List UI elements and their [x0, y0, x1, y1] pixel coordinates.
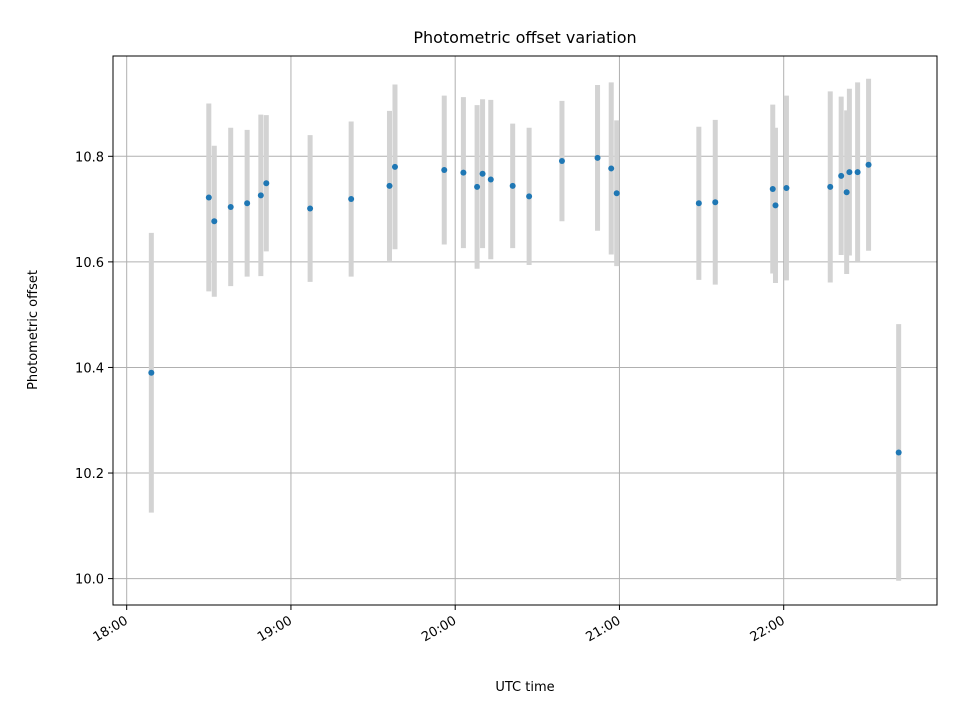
data-point — [391, 163, 398, 170]
data-point — [227, 203, 234, 210]
x-tick-label: 20:00 — [419, 613, 459, 645]
chart-title: Photometric offset variation — [413, 28, 636, 47]
y-tick-label: 10.2 — [75, 467, 104, 482]
data-point — [487, 176, 494, 183]
data-point — [695, 200, 702, 207]
data-point — [205, 194, 212, 201]
data-point — [846, 169, 853, 176]
data-point — [257, 192, 264, 199]
data-point — [594, 154, 601, 161]
data-point — [474, 183, 481, 190]
data-point — [509, 182, 516, 189]
y-tick-label: 10.8 — [75, 150, 104, 165]
y-axis-ticks: 10.0 10.2 10.4 10.6 10.8 — [75, 150, 113, 588]
data-point — [838, 172, 845, 179]
x-tick-label: 22:00 — [748, 613, 788, 645]
x-tick-label: 18:00 — [91, 613, 131, 645]
data-points — [148, 154, 902, 456]
data-point — [479, 170, 486, 177]
data-point — [263, 180, 270, 187]
data-point — [558, 158, 565, 165]
data-point — [712, 199, 719, 206]
error-bars — [148, 78, 902, 581]
data-point — [843, 189, 850, 196]
data-point — [526, 193, 533, 200]
data-point — [348, 196, 355, 203]
data-point — [783, 184, 790, 191]
data-point — [244, 200, 251, 207]
x-tick-label: 21:00 — [583, 613, 623, 645]
data-point — [307, 205, 314, 212]
data-point — [854, 169, 861, 176]
x-axis-label: UTC time — [495, 680, 554, 695]
data-point — [865, 161, 872, 168]
x-tick-label: 19:00 — [255, 613, 295, 645]
data-point — [148, 369, 155, 376]
data-point — [895, 449, 902, 456]
y-tick-label: 10.0 — [75, 573, 104, 588]
data-point — [608, 165, 615, 172]
data-point — [211, 218, 218, 225]
data-point — [441, 167, 448, 174]
data-point — [613, 190, 620, 197]
data-point — [772, 202, 779, 209]
data-point — [827, 183, 834, 190]
data-point — [769, 186, 776, 193]
grid — [113, 56, 937, 605]
y-tick-label: 10.4 — [75, 361, 104, 376]
y-axis-label: Photometric offset — [26, 270, 41, 390]
x-axis-ticks: 18:00 19:00 20:00 21:00 22:00 — [91, 605, 788, 645]
data-point — [386, 182, 393, 189]
y-tick-label: 10.6 — [75, 256, 104, 271]
plot-area-frame — [112, 55, 938, 606]
data-point — [460, 169, 467, 176]
